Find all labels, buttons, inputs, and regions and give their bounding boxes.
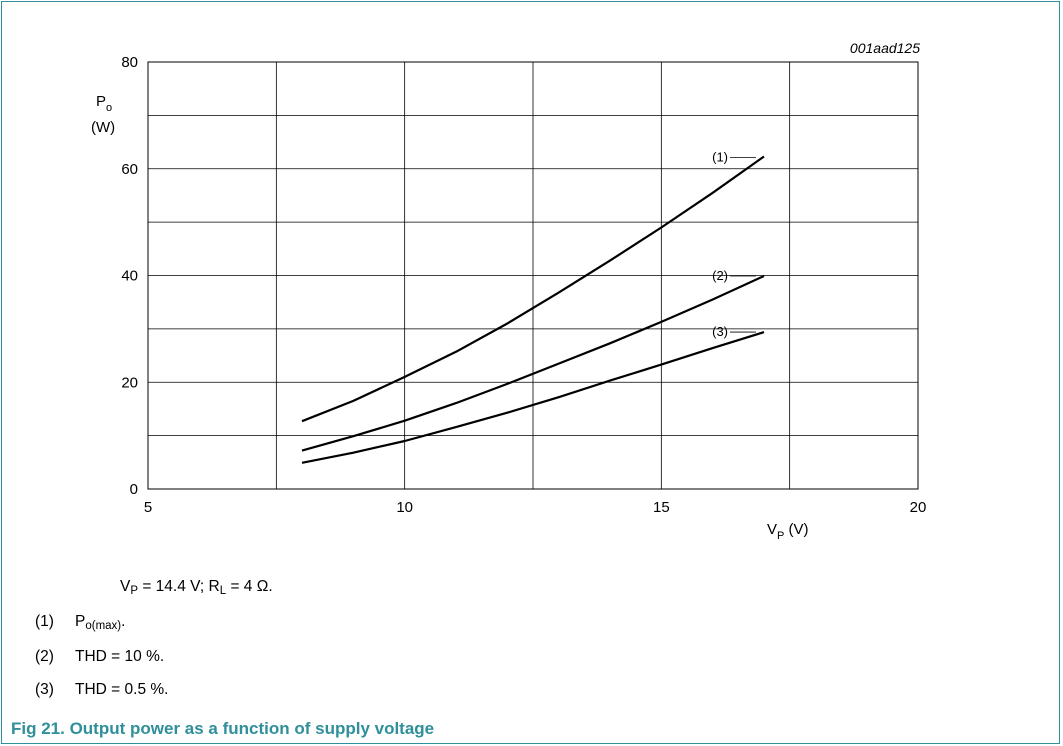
y-tick-label: 60 xyxy=(121,161,138,178)
x-axis-label: VP (V) xyxy=(767,521,809,542)
y-tick-label: 0 xyxy=(130,481,138,498)
x-axis-subscript: P xyxy=(777,530,784,542)
series-tag-label: (3) xyxy=(712,324,728,339)
x-tick-labels: 5 10 15 20 xyxy=(144,499,927,516)
x-tick-label: 15 xyxy=(653,499,670,516)
grid xyxy=(147,61,919,490)
y-axis-label: Po xyxy=(96,93,112,114)
x-tick-label: 20 xyxy=(910,499,927,516)
legend-1-symbol: P xyxy=(75,613,86,630)
y-tick-labels: 0 20 40 60 80 xyxy=(121,54,138,498)
conditions-rl-subscript: L xyxy=(219,585,227,597)
x-axis-symbol: V xyxy=(767,521,777,538)
series-tag-label: (1) xyxy=(712,149,728,164)
series-line-1 xyxy=(301,155,765,423)
legend-number-1: (1) xyxy=(35,613,54,630)
y-tick-label: 40 xyxy=(121,268,138,285)
y-axis-symbol: P xyxy=(96,93,106,110)
figure-caption: Fig 21. Output power as a function of su… xyxy=(11,719,435,738)
legend-item-2: (2) THD = 10 %. xyxy=(35,648,164,666)
conditions-note: VP = 14.4 V; RL = 4 Ω. xyxy=(120,578,273,597)
legend-1-rest: . xyxy=(121,613,126,630)
series-lines xyxy=(301,155,765,464)
conditions-vp-subscript: P xyxy=(130,585,139,597)
y-axis-subscript: o xyxy=(106,102,112,114)
reference-id: 001aad125 xyxy=(850,40,920,56)
series-line-2 xyxy=(301,274,765,452)
x-axis-unit: (V) xyxy=(784,521,808,538)
conditions-vp-symbol: V xyxy=(120,578,131,595)
legend-number-2: (2) xyxy=(35,648,54,665)
plot-border xyxy=(147,61,919,490)
legend-item-3: (3) THD = 0.5 %. xyxy=(35,681,168,699)
x-tick-label: 10 xyxy=(396,499,413,516)
series-tag-label: (2) xyxy=(712,268,728,283)
legend-3-text: THD = 0.5 %. xyxy=(75,681,169,698)
legend-1-subscript: o(max) xyxy=(85,620,122,632)
legend-number-3: (3) xyxy=(35,681,54,698)
legend-item-1: (1) Po(max). xyxy=(35,613,125,632)
conditions-rl-rest: = 4 Ω. xyxy=(226,578,273,595)
y-tick-label: 80 xyxy=(121,54,138,71)
conditions-vp-rest: = 14.4 V; R xyxy=(138,578,220,595)
y-axis-unit: (W) xyxy=(91,119,115,136)
series-line-3 xyxy=(301,331,765,464)
y-tick-label: 20 xyxy=(121,374,138,391)
series-tags: (1) (2) (3) xyxy=(712,149,756,339)
x-tick-label: 5 xyxy=(144,499,152,516)
legend-2-text: THD = 10 %. xyxy=(75,648,165,665)
axes xyxy=(147,61,919,490)
